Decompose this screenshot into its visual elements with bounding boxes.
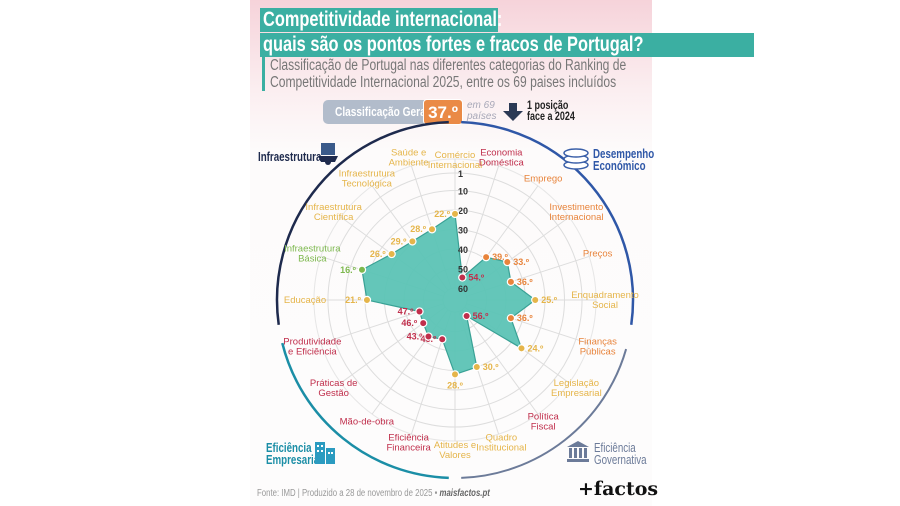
category-label: Infraestrutura Científica: [305, 202, 362, 223]
data-value-label: 25.º: [541, 295, 558, 305]
axis-tick-label: 20: [458, 206, 468, 216]
data-value-label: 29.º: [391, 236, 408, 246]
coins-icon: [563, 148, 589, 170]
data-point: [419, 318, 428, 328]
data-point: [408, 237, 417, 246]
data-point: [450, 209, 460, 219]
category-label: Comércio Internacional: [428, 150, 482, 171]
subtitle-line-2: Competitividade Internacional 2025, entr…: [270, 74, 617, 91]
data-point: [481, 252, 491, 262]
government-building-icon: [567, 441, 589, 462]
axis-tick-label: 30: [458, 226, 468, 236]
data-point: [357, 265, 367, 274]
axis-tick-label: 1: [458, 169, 463, 179]
data-point: [387, 249, 396, 259]
category-label: Política Fiscal: [528, 411, 560, 432]
data-value-label: 33.º: [513, 257, 530, 267]
rank-change: 1 posição face a 2024: [527, 100, 575, 123]
category-label: Práticas de Gestão: [310, 378, 358, 399]
data-point: [362, 295, 372, 305]
category-label: Educação: [284, 295, 326, 306]
data-value-label: 24.º: [528, 343, 545, 353]
grid-spoke: [458, 165, 500, 289]
group-arc-desempenho-economico: [461, 120, 635, 325]
title-line-1: Competitividade internacional:: [260, 8, 502, 32]
grid-spoke: [461, 309, 539, 415]
radar-area: [361, 212, 537, 376]
data-value-label: 46.º: [401, 318, 418, 328]
category-label: Quadro Institucional: [476, 433, 526, 454]
title-line-2: quais são os pontos fortes e fracos de P…: [260, 33, 754, 57]
axis-tick-label: 60: [458, 284, 468, 294]
data-point: [462, 311, 471, 321]
footer-site: maisfactos.pt: [439, 488, 490, 499]
category-label: Eficiência Financeira: [386, 433, 431, 454]
group-arc-infraestrutura: [275, 120, 449, 325]
overall-rank-value: 37.º: [423, 99, 463, 125]
data-point: [450, 370, 460, 379]
group-label-infraestrutura: Infraestrutura: [258, 150, 322, 164]
data-value-label: 21.º: [345, 295, 362, 305]
data-value-label: 28.º: [410, 224, 427, 234]
footer-source: Fonte: IMD | Produzido a 28 de novembro …: [257, 488, 490, 499]
building-gear-icon: [318, 143, 338, 165]
category-label: Economia Doméstica: [479, 147, 525, 168]
brand-logo: +factos: [578, 478, 659, 500]
group-label-eficiencia-governativa: Eficiência Governativa: [594, 441, 647, 467]
data-point: [506, 313, 516, 323]
data-point: [458, 273, 467, 282]
data-point: [517, 344, 526, 353]
category-label: Saúde e Ambiente: [389, 147, 429, 168]
category-label: Atitudes e Valores: [434, 440, 476, 461]
category-label: Emprego: [524, 174, 563, 185]
data-point: [415, 307, 424, 316]
subtitle: Classificação de Portugal nas diferentes…: [262, 57, 727, 91]
arrow-down-icon: [503, 103, 523, 121]
data-value-label: 30.º: [483, 362, 500, 372]
category-label: Preços: [583, 249, 613, 260]
axis-tick-label: 10: [458, 187, 468, 197]
data-point: [531, 295, 540, 305]
data-value-label: 47.º: [398, 307, 415, 317]
rank-out-of: em 69 países: [467, 100, 497, 122]
overall-rank-label: Classificação Geral: [323, 100, 429, 124]
group-arc-eficiencia-governativa: [461, 348, 628, 479]
data-value-label: 39.º: [492, 252, 509, 262]
group-arc-eficiencia-empresarial: [281, 342, 449, 480]
data-value-label: 22.º: [434, 209, 451, 219]
data-value-label: 28.º: [447, 380, 464, 390]
data-value-label: 36.º: [517, 277, 534, 287]
category-label: Investimento Internacional: [549, 202, 603, 223]
data-point: [424, 332, 433, 341]
data-point: [472, 362, 481, 372]
data-point: [506, 277, 516, 287]
group-label-eficiencia-empresarial: Eficiência Empresarial: [266, 441, 322, 467]
data-value-label: 43.º: [407, 332, 424, 342]
data-point: [438, 335, 447, 344]
category-label: Enquadramento Social: [571, 290, 639, 311]
data-value-label: 54.º: [468, 272, 485, 282]
group-label-desempenho-economico: Desempenho Económico: [593, 147, 655, 173]
axis-tick-label: 50: [458, 265, 468, 275]
category-label: Mão-de-obra: [340, 416, 395, 427]
office-buildings-icon: [315, 442, 335, 464]
data-value-label: 26.º: [370, 249, 387, 259]
subtitle-line-1: Classificação de Portugal nas diferentes…: [270, 57, 627, 74]
data-value-label: 36.º: [517, 313, 534, 323]
axis-tick-label: 40: [458, 245, 468, 255]
category-label: Produtividade e Eficiência: [283, 336, 341, 357]
category-label: Infraestrutura Tecnológica: [339, 169, 396, 190]
data-value-label: 56.º: [473, 311, 490, 321]
category-label: Legislação Empresarial: [551, 378, 602, 399]
data-point: [427, 225, 437, 234]
category-label: Finanças Públicas: [578, 336, 617, 357]
category-label: Infraestrutura Básica: [284, 244, 341, 265]
data-value-label: 16.º: [340, 265, 357, 275]
data-point: [503, 257, 512, 267]
